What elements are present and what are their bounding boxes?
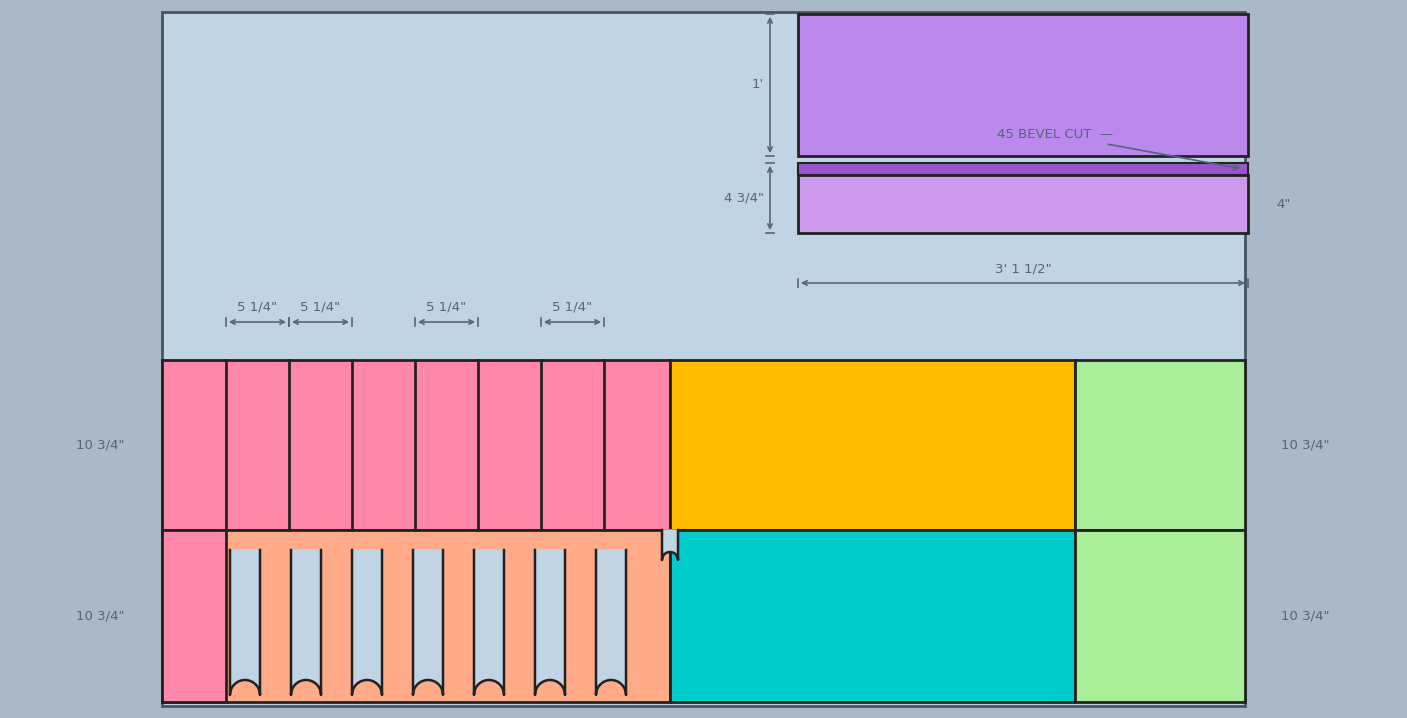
Text: 3' 1 1/2": 3' 1 1/2" xyxy=(995,262,1051,275)
Text: 10 3/4": 10 3/4" xyxy=(76,610,124,623)
Bar xyxy=(162,360,670,530)
Text: 4": 4" xyxy=(1276,197,1290,210)
Bar xyxy=(670,360,1075,530)
Bar xyxy=(1075,360,1245,530)
Polygon shape xyxy=(474,550,504,695)
Polygon shape xyxy=(414,550,443,695)
Text: 1': 1' xyxy=(751,78,764,91)
Text: 10 3/4": 10 3/4" xyxy=(1280,610,1330,623)
Text: 10 3/4": 10 3/4" xyxy=(76,439,124,452)
Bar xyxy=(798,175,1248,233)
Polygon shape xyxy=(229,550,260,695)
Text: 5 1/4": 5 1/4" xyxy=(238,301,277,314)
Text: 45 BEVEL CUT  —: 45 BEVEL CUT — xyxy=(998,128,1238,169)
Text: 5 1/4": 5 1/4" xyxy=(426,301,467,314)
Bar xyxy=(162,530,227,702)
Polygon shape xyxy=(597,550,626,695)
Polygon shape xyxy=(663,530,678,560)
Bar xyxy=(798,14,1248,156)
Text: 5 1/4": 5 1/4" xyxy=(301,301,340,314)
Text: 4 3/4": 4 3/4" xyxy=(725,192,764,205)
Text: 5 1/4": 5 1/4" xyxy=(553,301,592,314)
Polygon shape xyxy=(352,550,381,695)
Bar xyxy=(798,163,1248,175)
Bar xyxy=(670,530,1075,702)
Text: 10 3/4": 10 3/4" xyxy=(1280,439,1330,452)
Polygon shape xyxy=(535,550,566,695)
Polygon shape xyxy=(291,550,321,695)
Bar xyxy=(1075,530,1245,702)
Bar xyxy=(162,530,670,702)
